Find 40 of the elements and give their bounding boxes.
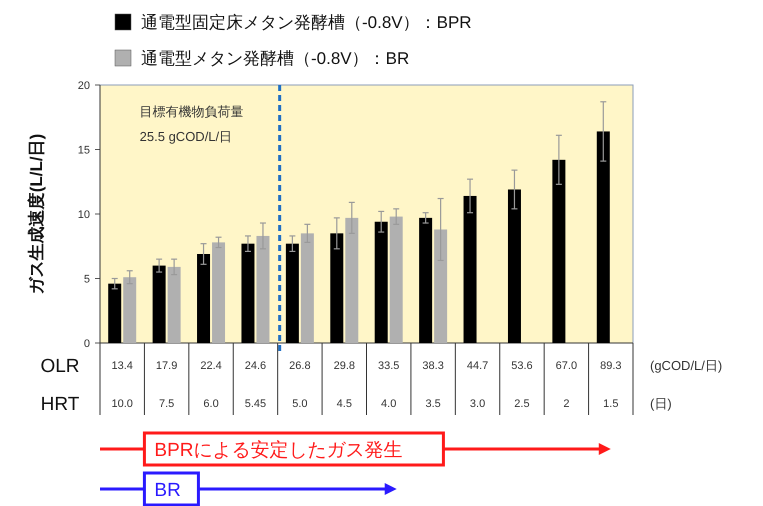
text: BR [154, 480, 181, 501]
text: 7.5 [158, 398, 174, 410]
x-tick-label: 38.3 [422, 360, 444, 372]
text: (gCOD/L/日) [650, 358, 722, 373]
x-tick-label: 89.3 [600, 360, 622, 372]
y-tick-label: 10 [78, 209, 90, 221]
text: 2 [563, 398, 570, 410]
x-axis-title: OLR [40, 356, 80, 377]
text: 2.5 [514, 398, 530, 410]
y-axis-title: ガス生成速度(L/L/日) [27, 134, 46, 294]
x-tick-label: 17.9 [156, 360, 178, 372]
text: HRT [40, 394, 80, 415]
y-tick-label: 15 [78, 144, 90, 156]
text: 5.45 [244, 398, 266, 410]
text: (日) [650, 396, 672, 411]
y-tick-label: 5 [84, 274, 90, 286]
text: 5.0 [292, 398, 308, 410]
y-tick-label: 0 [84, 338, 90, 350]
text: 6.0 [203, 398, 219, 410]
legend-label: 通電型メタン発酵槽（-0.8V）：BR [141, 49, 410, 68]
x-tick-label: 26.8 [289, 360, 311, 372]
x-tick-label: 67.0 [556, 360, 578, 372]
x-tick-label: 53.6 [511, 360, 533, 372]
x-tick-label: 13.4 [111, 360, 133, 372]
annotation: 25.5 gCOD/L/日 [140, 129, 232, 144]
text: 4.0 [381, 398, 396, 410]
text: BPRによる安定したガス発生 [154, 439, 402, 461]
text: 1.5 [603, 398, 618, 410]
x-tick-label: 44.7 [466, 360, 488, 372]
x-tick-label: 33.5 [378, 360, 400, 372]
x-tick-label: 29.8 [334, 360, 356, 372]
annotation: 目標有機物負荷量 [140, 104, 244, 119]
x-tick-label: 24.6 [244, 360, 266, 372]
text: 10.0 [111, 398, 133, 410]
text: 4.5 [336, 398, 352, 410]
text: 3.0 [470, 398, 486, 410]
text: 3.5 [425, 398, 441, 410]
x-tick-label: 22.4 [200, 360, 222, 372]
y-tick-label: 20 [78, 80, 90, 92]
legend-label: 通電型固定床メタン発酵槽（-0.8V）：BPR [141, 13, 472, 32]
